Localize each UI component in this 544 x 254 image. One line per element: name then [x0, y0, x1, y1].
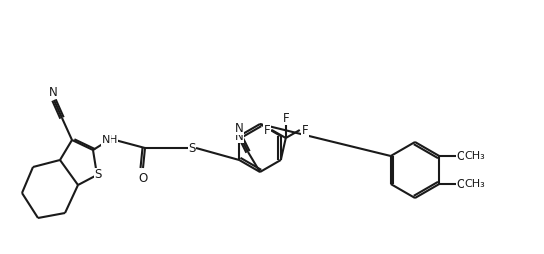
Text: S: S [188, 141, 196, 154]
Text: O: O [456, 150, 466, 163]
Text: N: N [48, 86, 57, 99]
Text: S: S [94, 168, 102, 182]
Text: O: O [456, 178, 466, 190]
Text: N: N [235, 130, 244, 142]
Text: CH₃: CH₃ [465, 151, 486, 161]
Text: F: F [282, 112, 289, 124]
Text: N: N [102, 135, 110, 145]
Text: F: F [263, 123, 270, 136]
Text: H: H [109, 135, 117, 145]
Text: O: O [138, 171, 147, 184]
Text: N: N [234, 121, 243, 135]
Text: F: F [301, 123, 308, 136]
Text: CH₃: CH₃ [465, 179, 486, 189]
